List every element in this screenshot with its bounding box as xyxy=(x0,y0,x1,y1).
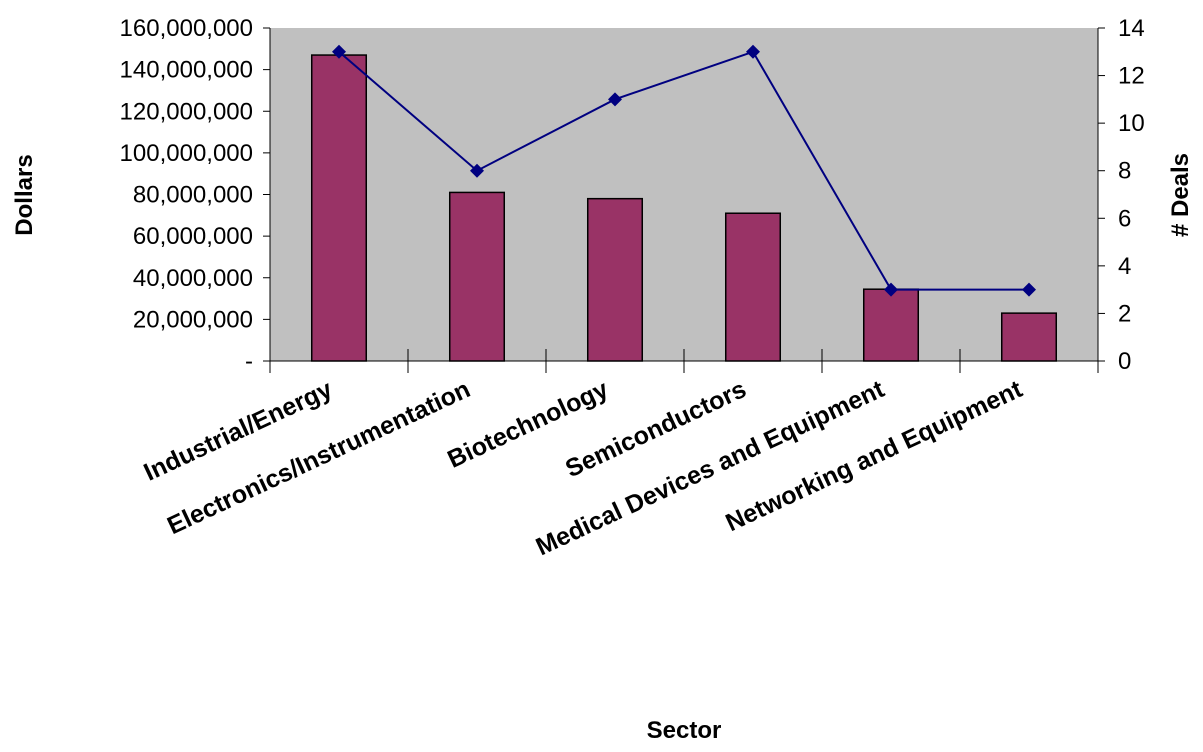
y-tick-label: - xyxy=(245,348,253,375)
bar-1 xyxy=(448,191,506,362)
y2-tick-label: 12 xyxy=(1118,63,1145,90)
left-axis-ticks: - 20,000,000 40,000,000 60,000,000 80,000,00… xyxy=(120,15,270,375)
y-tick-label: 80,000,000 xyxy=(133,182,253,209)
category-labels: Industrial/EnergyElectronics/Instrumenta… xyxy=(140,375,1028,562)
bar-5 xyxy=(1000,312,1058,362)
x-axis-title: Sector xyxy=(647,717,722,744)
y-tick-label: 100,000,000 xyxy=(120,140,253,167)
deals-marker-2 xyxy=(608,92,622,107)
bar-2 xyxy=(586,197,644,362)
y-axis-title: Dollars xyxy=(11,154,38,235)
deals-marker-3 xyxy=(746,44,760,59)
bar-series xyxy=(310,54,1058,362)
y2-tick-label: 14 xyxy=(1118,15,1145,42)
deals-marker-4 xyxy=(884,282,898,297)
y2-tick-label: 6 xyxy=(1118,205,1131,232)
y2-tick-label: 2 xyxy=(1118,300,1131,327)
plot-area xyxy=(270,28,1098,361)
right-axis-ticks: 0 2 4 6 8 10 12 14 xyxy=(1098,15,1145,375)
y2-tick-label: 8 xyxy=(1118,158,1131,185)
y2-axis-title: # Deals xyxy=(1167,153,1194,237)
deals-marker-0 xyxy=(332,44,346,59)
bar-3 xyxy=(724,212,782,362)
y2-tick-label: 0 xyxy=(1118,348,1131,375)
y-tick-label: 20,000,000 xyxy=(133,306,253,333)
bar-0 xyxy=(310,54,368,362)
bar-4 xyxy=(862,288,920,362)
y-tick-label: 160,000,000 xyxy=(120,15,253,42)
y2-tick-label: 4 xyxy=(1118,253,1131,280)
y-tick-label: 140,000,000 xyxy=(120,57,253,84)
deals-line xyxy=(338,50,1029,291)
deals-marker-5 xyxy=(1022,282,1036,297)
y2-tick-label: 10 xyxy=(1118,110,1145,137)
y-tick-label: 120,000,000 xyxy=(120,98,253,125)
deals-marker-1 xyxy=(470,163,484,178)
y-tick-label: 60,000,000 xyxy=(133,223,253,250)
x-axis-ticks xyxy=(269,349,1099,373)
y-tick-label: 40,000,000 xyxy=(133,265,253,292)
deals-line-series xyxy=(332,44,1036,297)
